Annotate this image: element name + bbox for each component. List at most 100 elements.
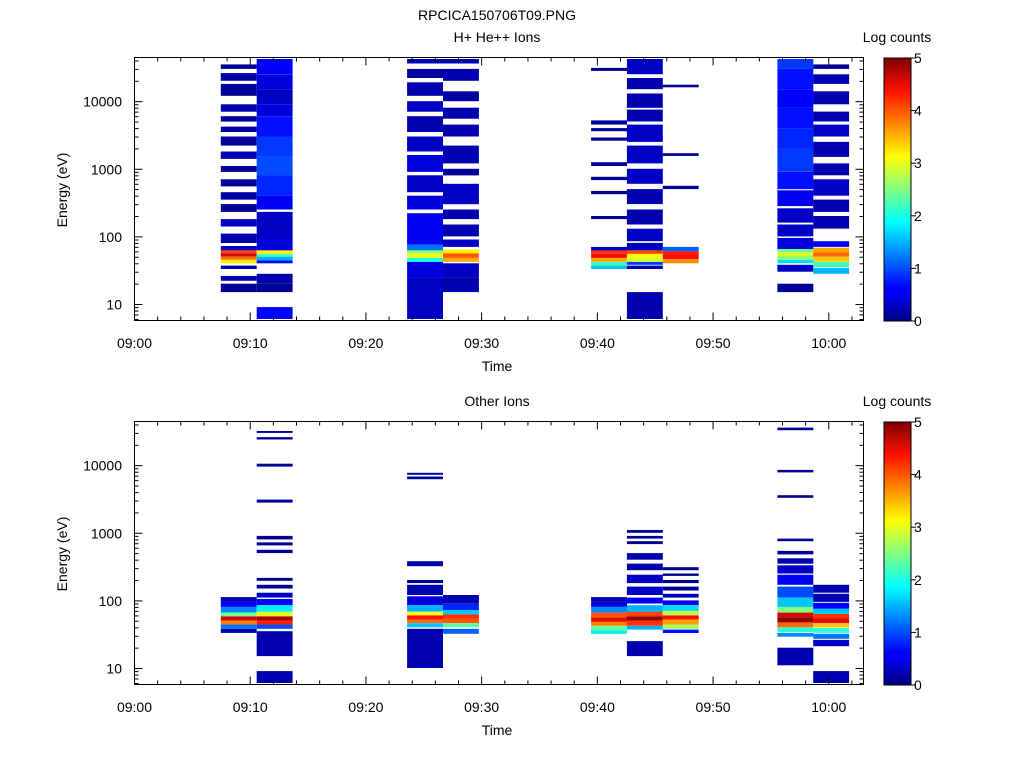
- heatmap-cell: [220, 73, 257, 81]
- heatmap-cell: [662, 593, 699, 598]
- heatmap-cell: [662, 624, 699, 629]
- heatmap-cell: [220, 204, 257, 212]
- heatmap-cell: [777, 249, 814, 253]
- heatmap-cell: [591, 137, 627, 141]
- heatmap-cell: [443, 209, 479, 220]
- heatmap-cell: [220, 624, 257, 629]
- heatmap-cell: [626, 257, 663, 262]
- heatmap-cell: [220, 253, 257, 257]
- colorbar-tick-label: 0: [914, 677, 922, 693]
- heatmap-cell: [813, 584, 850, 593]
- heatmap-cell: [256, 535, 293, 540]
- x-tick-label: 09:20: [348, 699, 383, 715]
- x-tick-label: 09:10: [233, 699, 268, 715]
- heatmap-cells: [220, 59, 850, 319]
- heatmap-cell: [256, 624, 293, 629]
- heatmap-cell: [777, 89, 814, 108]
- heatmap-cell: [443, 610, 479, 615]
- heatmap-cell: [256, 273, 293, 284]
- heatmap-cell: [626, 641, 663, 657]
- heatmap-cell: [777, 495, 814, 498]
- heatmap-cell: [591, 261, 627, 266]
- heatmap-cell: [256, 463, 293, 467]
- y-tick-label: 1000: [91, 525, 122, 541]
- heatmap-cell: [626, 605, 663, 612]
- heatmap-cell: [443, 91, 479, 102]
- heatmap-cell: [220, 606, 257, 613]
- heatmap-cell: [626, 59, 663, 75]
- heatmap-cell: [662, 251, 699, 255]
- colorbar-tick-label: 2: [914, 572, 922, 588]
- heatmap-cell: [256, 116, 293, 137]
- heatmap-cell: [407, 82, 443, 96]
- panel-title: H+ He++ Ions: [454, 29, 541, 45]
- heatmap-cell: [256, 499, 293, 503]
- plot-frame: [134, 57, 864, 321]
- heatmap-cell: [626, 553, 663, 560]
- heatmap-cell: [777, 255, 814, 260]
- colorbar-tick-label: 5: [914, 414, 922, 430]
- heatmap-cell: [407, 257, 443, 262]
- heatmap-cell: [407, 623, 443, 628]
- heatmap-cell: [777, 427, 814, 431]
- heatmap-cell: [407, 136, 443, 152]
- heatmap-cell: [407, 253, 443, 258]
- panel-h-he-ions: H+ He++ Ions Log counts 09:00 09:10 09:20 0…: [54, 29, 931, 374]
- heatmap-cell: [777, 128, 814, 149]
- heatmap-cell: [662, 580, 699, 584]
- y-tick-label: 10000: [83, 458, 122, 474]
- heatmap-cell: [407, 580, 443, 584]
- heatmap-cell: [443, 257, 479, 262]
- heatmap-cell: [407, 244, 443, 251]
- panel-title: Other Ions: [464, 393, 529, 409]
- y-axis-label: Energy (eV): [54, 153, 70, 228]
- y-tick-label: 100: [99, 229, 123, 245]
- heatmap-cell: [256, 260, 293, 264]
- heatmap-cell: [220, 116, 257, 122]
- heatmap-cell: [591, 128, 627, 132]
- heatmap-cell: [626, 586, 663, 595]
- heatmap-cell: [813, 247, 850, 253]
- colorbar-tick-label: 3: [914, 519, 922, 535]
- colorbar-ticks: 0 1 2 3 4 5: [911, 414, 922, 693]
- heatmap-cell: [662, 185, 699, 190]
- heatmap-cell: [662, 615, 699, 620]
- heatmap-cell: [626, 124, 663, 142]
- heatmap-cell: [443, 249, 479, 254]
- heatmap-cell: [662, 567, 699, 571]
- panel-other-ions: Other Ions Log counts 09:00 09:10 09:20 09:…: [54, 393, 931, 738]
- x-tick-label: 09:40: [580, 335, 615, 351]
- heatmap-cell: [777, 68, 814, 90]
- heatmap-cell: [777, 647, 814, 666]
- heatmap-cell: [626, 93, 663, 108]
- heatmap-cell: [256, 136, 293, 157]
- x-axis-label: Time: [482, 358, 513, 374]
- heatmap-cell: [777, 612, 814, 618]
- heatmap-cell: [407, 628, 443, 668]
- heatmap-cell: [591, 253, 627, 258]
- heatmap-cell: [777, 259, 814, 264]
- heatmap-cell: [220, 219, 257, 227]
- heatmap-cell: [626, 189, 663, 205]
- heatmap-cell: [220, 612, 257, 617]
- heatmap-cell: [256, 74, 293, 90]
- heatmap-cell: [662, 246, 699, 252]
- heatmap-cell: [443, 623, 479, 628]
- heatmap-cell: [220, 259, 257, 264]
- heatmap-cell: [813, 179, 850, 196]
- heatmap-cell: [662, 619, 699, 625]
- heatmap-cell: [626, 563, 663, 571]
- heatmap-cell: [591, 630, 627, 634]
- heatmap-cell: [777, 574, 814, 585]
- heatmap-cell: [256, 104, 293, 117]
- colorbar-tick-label: 2: [914, 208, 922, 224]
- heatmap-cells: [220, 427, 850, 683]
- heatmap-cell: [220, 620, 257, 625]
- heatmap-cell: [626, 541, 663, 545]
- heatmap-cell: [626, 530, 663, 533]
- axis-ticks: 09:00 09:10 09:20 09:30 09:40 09:50 10:00 10 100…: [83, 57, 864, 351]
- heatmap-cell: [813, 256, 850, 262]
- heatmap-cell: [256, 156, 293, 176]
- heatmap-cell: [220, 275, 257, 281]
- heatmap-cell: [626, 228, 663, 242]
